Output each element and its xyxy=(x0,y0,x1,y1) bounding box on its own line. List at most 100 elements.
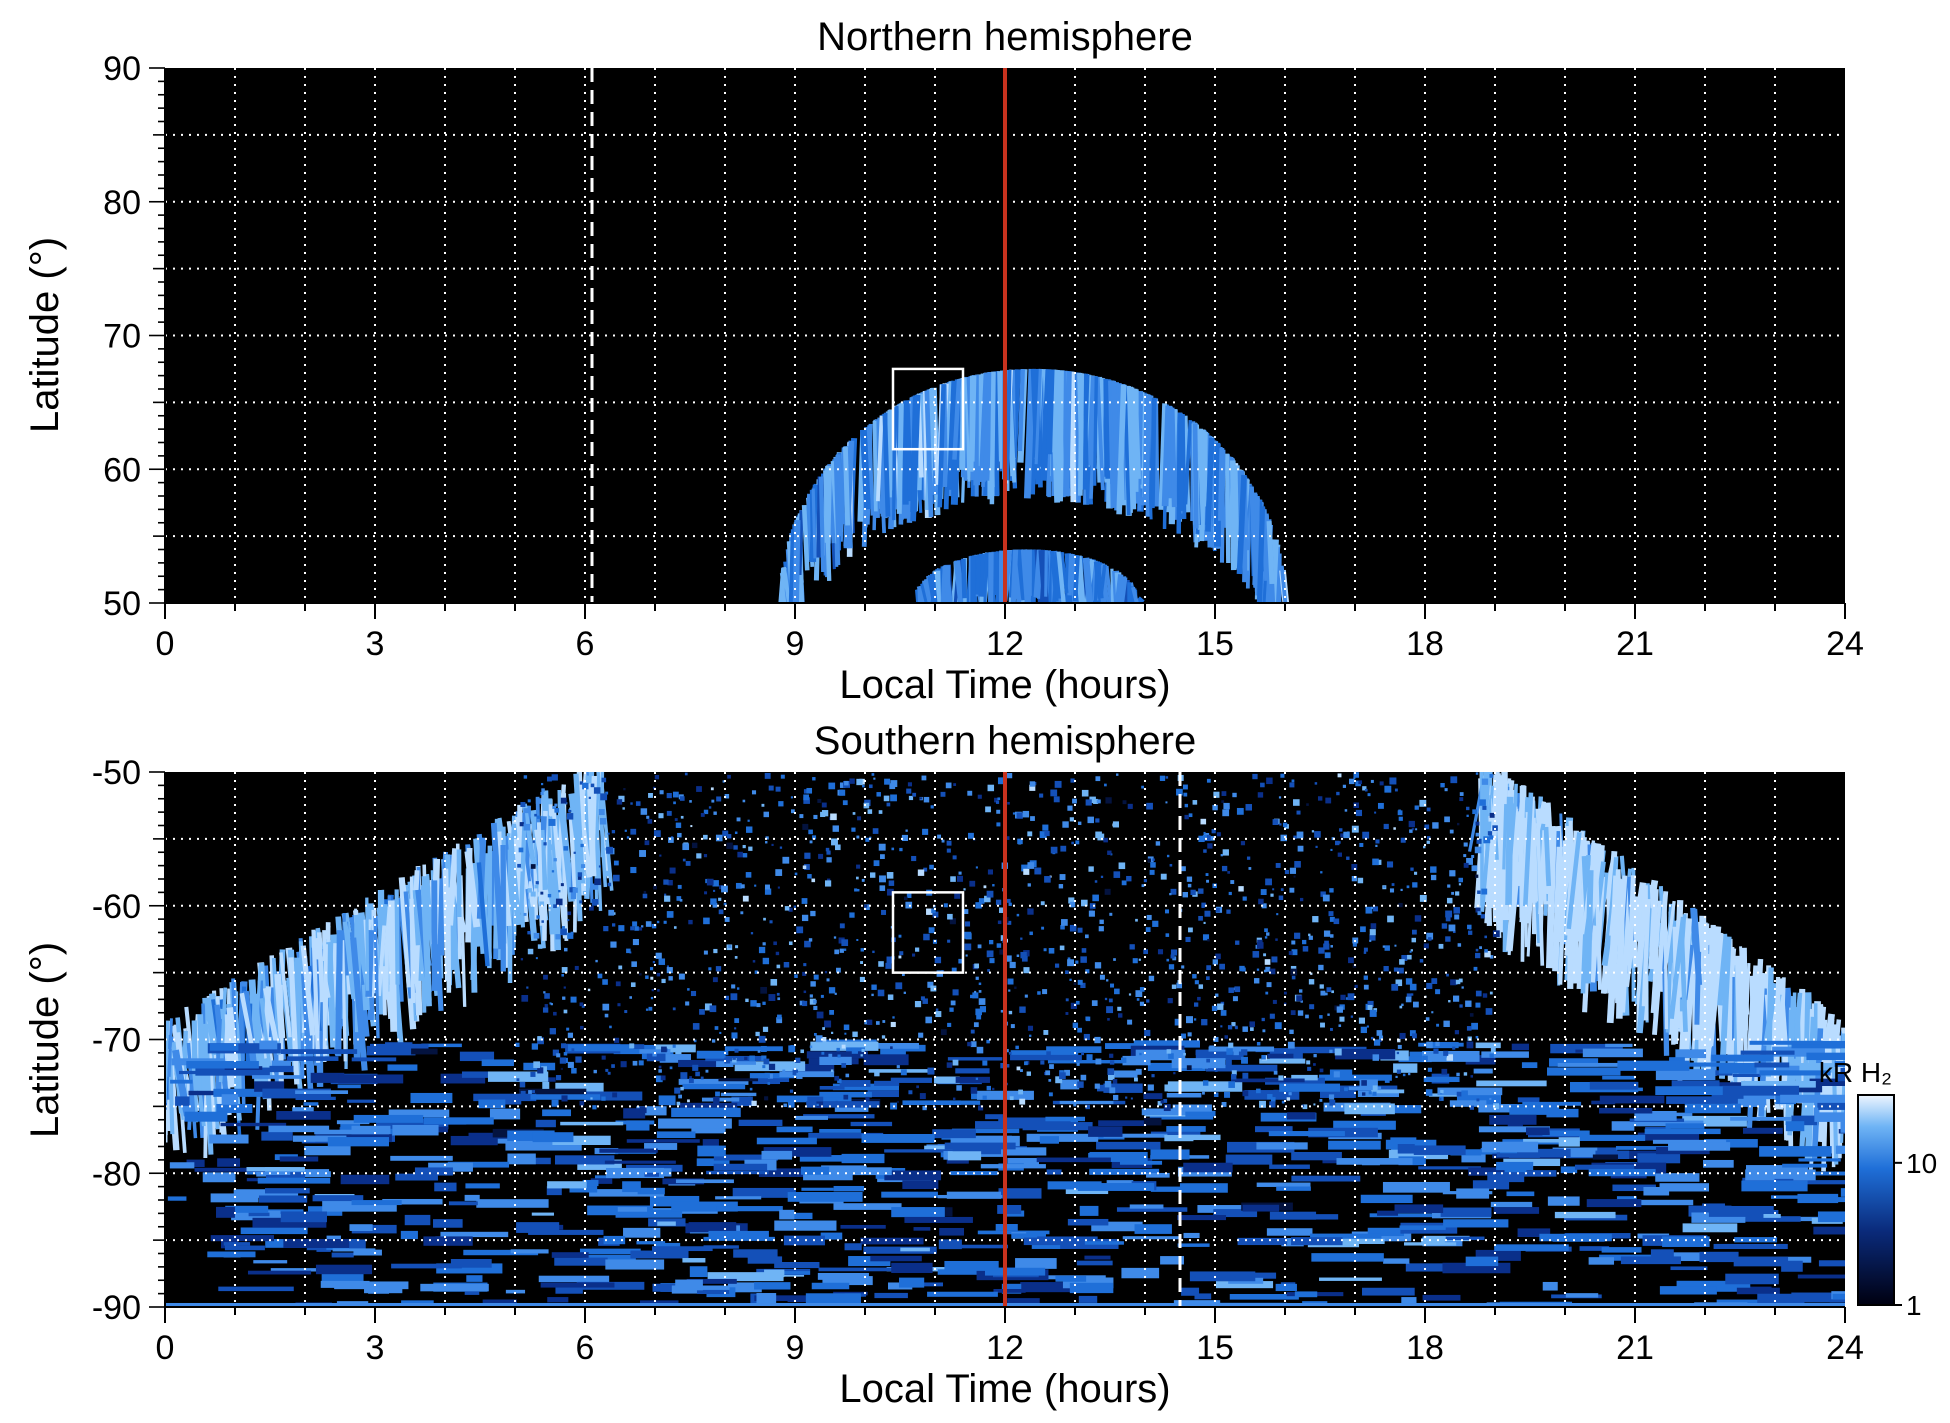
emission-stroke xyxy=(1543,826,1552,887)
emission-speckle xyxy=(1405,978,1413,985)
emission-patch xyxy=(754,1282,791,1290)
emission-patch xyxy=(1754,1062,1790,1068)
emission-speckle xyxy=(581,1004,585,1008)
emission-patch xyxy=(1560,1166,1578,1174)
emission-speckle xyxy=(1030,816,1035,821)
emission-speckle xyxy=(835,844,841,851)
emission-speckle xyxy=(1050,846,1058,854)
emission-patch xyxy=(1549,1058,1599,1067)
emission-speckle xyxy=(724,1057,731,1064)
emission-stroke xyxy=(387,900,398,1032)
emission-patch xyxy=(658,1118,732,1129)
emission-speckle xyxy=(1045,1070,1051,1076)
emission-speckle xyxy=(1472,809,1477,815)
emission-speckle xyxy=(945,782,952,789)
emission-speckle xyxy=(641,925,644,928)
emission-speckle xyxy=(879,885,886,891)
emission-speckle xyxy=(1473,966,1478,971)
emission-speckle xyxy=(1282,822,1288,827)
emission-patch xyxy=(1328,1140,1381,1150)
emission-speckle xyxy=(1009,1096,1014,1101)
emission-speckle xyxy=(1353,772,1359,778)
emission-speckle xyxy=(710,787,714,791)
emission-speckle xyxy=(1055,1076,1063,1084)
emission-patch xyxy=(266,1172,306,1180)
emission-speckle xyxy=(835,1100,839,1104)
emission-speckle xyxy=(1005,836,1010,840)
emission-speckle xyxy=(1016,812,1023,819)
emission-speckle xyxy=(1299,897,1304,902)
emission-patch xyxy=(899,1277,925,1288)
emission-speckle xyxy=(849,778,855,784)
emission-speckle xyxy=(1087,816,1094,824)
emission-speckle xyxy=(1233,1049,1239,1056)
emission-speckle xyxy=(669,1066,673,1070)
emission-patch xyxy=(257,1177,331,1184)
emission-patch xyxy=(1669,1057,1685,1062)
emission-patch xyxy=(1586,1199,1642,1208)
emission-patch xyxy=(1121,1267,1160,1279)
emission-speckle xyxy=(1015,1045,1019,1050)
emission-speckle xyxy=(859,976,865,982)
emission-speckle xyxy=(1481,778,1489,785)
emission-patch xyxy=(1333,1120,1396,1130)
emission-patch xyxy=(604,1160,676,1164)
emission-speckle xyxy=(754,884,757,887)
emission-speckle xyxy=(905,901,913,909)
emission-stroke xyxy=(778,567,787,603)
emission-speckle xyxy=(1458,978,1463,983)
emission-patch xyxy=(184,1111,228,1122)
emission-patch xyxy=(1813,1226,1845,1235)
emission-speckle xyxy=(972,992,979,999)
emission-stroke xyxy=(1183,420,1193,505)
emission-patch xyxy=(1359,1079,1378,1088)
emission-stroke xyxy=(983,552,988,603)
emission-patch xyxy=(404,1214,431,1226)
emission-patch xyxy=(246,1167,306,1172)
emission-speckle xyxy=(998,907,1005,913)
emission-speckle xyxy=(1257,792,1264,798)
emission-stroke xyxy=(490,822,505,950)
emission-speckle xyxy=(1042,824,1049,831)
emission-speckle xyxy=(555,898,563,906)
emission-speckle xyxy=(570,996,577,1003)
emission-stroke xyxy=(792,519,801,603)
emission-speckle xyxy=(611,1064,615,1068)
emission-speckle xyxy=(672,1007,676,1011)
emission-speckle xyxy=(1412,882,1418,888)
emission-speckle xyxy=(1280,888,1284,891)
emission-speckle xyxy=(1049,1064,1054,1069)
emission-speckle xyxy=(1339,1016,1345,1022)
emission-speckle xyxy=(537,944,543,949)
emission-speckle xyxy=(1146,999,1150,1003)
emission-speckle xyxy=(1075,840,1080,845)
emission-stroke xyxy=(341,940,347,1062)
emission-speckle xyxy=(950,1000,956,1006)
emission-speckle xyxy=(519,1081,526,1088)
colorbar-label: kR H₂ xyxy=(1819,1057,1892,1088)
emission-speckle xyxy=(1010,1024,1015,1029)
emission-stroke xyxy=(593,778,603,911)
emission-speckle xyxy=(794,974,798,978)
emission-speckle xyxy=(706,878,714,886)
emission-patch xyxy=(464,1194,480,1201)
emission-patch xyxy=(1588,1257,1615,1265)
emission-patch xyxy=(902,1100,961,1105)
emission-patch xyxy=(194,1167,266,1172)
emission-patch xyxy=(1652,1139,1727,1144)
emission-speckle xyxy=(949,1007,954,1012)
emission-patch xyxy=(217,1158,241,1167)
emission-patch xyxy=(1143,1117,1162,1126)
emission-speckle xyxy=(922,828,929,835)
emission-speckle xyxy=(1405,996,1412,1003)
emission-patch xyxy=(1634,1110,1677,1121)
emission-speckle xyxy=(999,949,1005,955)
emission-patch xyxy=(1489,1114,1537,1125)
emission-speckle xyxy=(821,1036,827,1042)
emission-stroke xyxy=(1069,371,1077,503)
emission-speckle xyxy=(1005,1064,1010,1068)
emission-speckle xyxy=(1020,951,1027,959)
emission-speckle xyxy=(1259,1100,1266,1108)
emission-stroke xyxy=(1005,369,1012,481)
emission-speckle xyxy=(1399,1032,1406,1040)
